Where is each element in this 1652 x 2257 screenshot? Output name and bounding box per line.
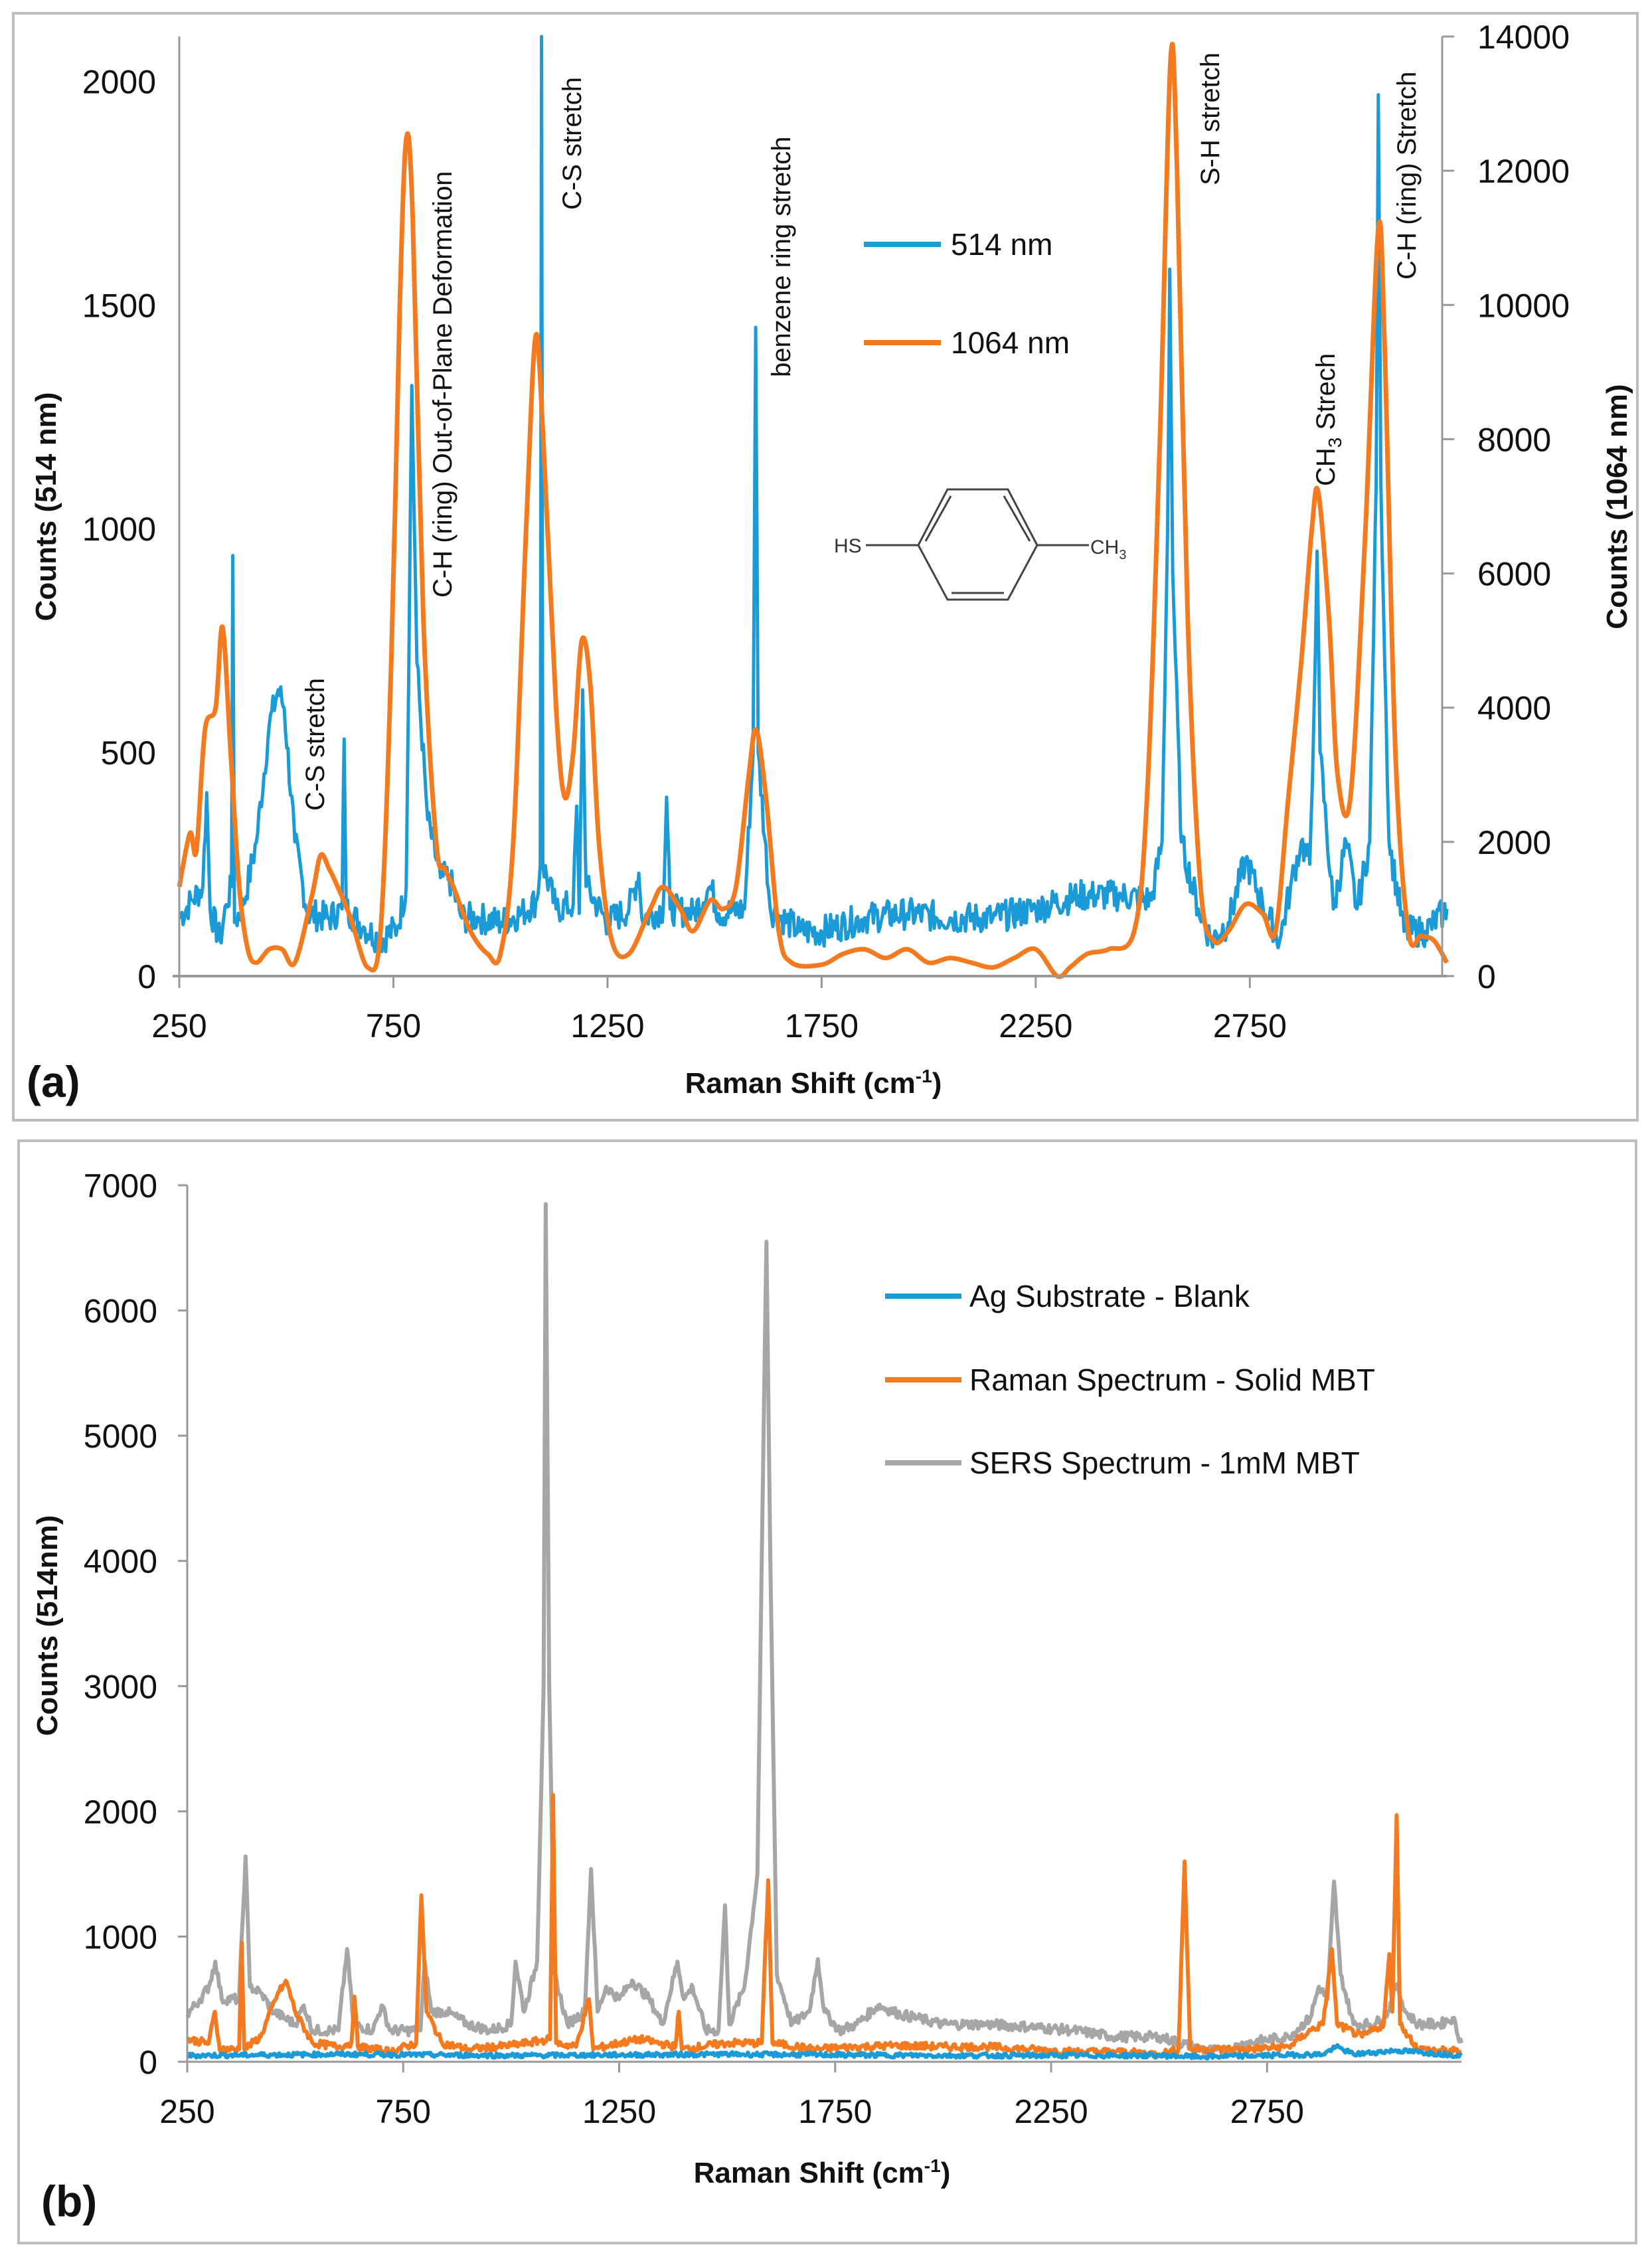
annotation-sh-stretch: S-H stretch	[1196, 52, 1225, 185]
panel-label-a: (a)	[27, 1057, 80, 1106]
molecule-structure: HS CH3	[834, 488, 1126, 601]
y-tick-label: 7000	[84, 1167, 157, 1205]
y-tick-label: 0	[139, 2044, 157, 2081]
y-tick-label-left: 0	[137, 958, 156, 995]
chart-b-series	[185, 1202, 1463, 2061]
series-line-ag-blank	[186, 2043, 1463, 2061]
molecule-ch3-group: CH3	[1090, 537, 1126, 562]
annotation-cs-stretch-1: C-S stretch	[301, 678, 330, 811]
annotation-benzene-ring-stretch: benzene ring stretch	[767, 137, 796, 377]
y-tick-label-left: 2000	[82, 63, 156, 100]
chart-a-axes	[173, 35, 1454, 988]
x-tick-label: 250	[159, 2093, 214, 2130]
y-tick-label-right: 12000	[1477, 153, 1570, 190]
x-tick-label: 750	[376, 2093, 431, 2130]
series-line-sers-mbt	[185, 1202, 1463, 2058]
chart-a-tick-labels: 250 750 1250 1750 2250 2750 0 500 1000 1500 2000 0 2…	[82, 19, 1570, 1045]
series-line-solid-mbt	[186, 1793, 1462, 2059]
x-tick-label: 2750	[1213, 1007, 1287, 1045]
ring-double-bond-2	[1003, 495, 1031, 542]
panel-label-b: (b)	[41, 2177, 97, 2226]
y-tick-label-right: 14000	[1477, 19, 1570, 56]
y-tick-label: 3000	[84, 1668, 157, 1705]
x-axis-label: Raman Shift (cm-1)	[685, 1066, 942, 1100]
annotation-ch3-stretch: CH3 Strech	[1311, 353, 1345, 486]
legend-a: 514 nm 1064 nm	[864, 227, 1070, 360]
legend-b: Ag Substrate - Blank Raman Spectrum - So…	[885, 1279, 1375, 1480]
x-tick-label: 250	[151, 1007, 206, 1045]
y-tick-label: 5000	[84, 1418, 157, 1455]
x-tick-label: 750	[366, 1007, 421, 1045]
y-tick-label: 6000	[84, 1293, 157, 1330]
panel-b-frame	[17, 1139, 1637, 2244]
x-tick-label: 2250	[999, 1007, 1072, 1045]
chart-b-tick-labels: 250 750 1250 1750 2250 2750 0 1000 2000 3000 4000 5…	[84, 1167, 1304, 2130]
y-axis-label-left: Counts (514 nm)	[30, 392, 62, 622]
y-tick-label-right: 4000	[1477, 690, 1551, 727]
annotation-ch-ring-stretch: C-H (ring) Stretch	[1392, 72, 1422, 280]
x-tick-label: 1250	[582, 2093, 656, 2130]
x-tick-label: 2250	[1014, 2093, 1088, 2130]
annotation-ch-ring-deformation: C-H (ring) Out-of-Plane Deformation	[428, 171, 457, 598]
chart-b-axes	[178, 1184, 1461, 2072]
y-tick-label: 4000	[84, 1543, 157, 1580]
y-tick-label-right: 8000	[1477, 421, 1551, 458]
series-line-514nm	[178, 35, 1449, 954]
legend-label-1064nm: 1064 nm	[951, 325, 1070, 360]
x-tick-label: 1750	[785, 1007, 859, 1045]
x-tick-label: 1750	[798, 2093, 872, 2130]
legend-label-solid-mbt: Raman Spectrum - Solid MBT	[969, 1363, 1375, 1397]
chart-b: 250 750 1250 1750 2250 2750 0 1000 2000 3000 4000 5…	[31, 1167, 1463, 2226]
legend-label-514nm: 514 nm	[951, 227, 1052, 262]
x-tick-label: 2750	[1230, 2093, 1304, 2130]
y-tick-label-right: 10000	[1477, 287, 1570, 324]
y-tick-label-left: 1000	[82, 511, 156, 548]
annotations: C-S stretch C-H (ring) Out-of-Plane Defo…	[301, 52, 1422, 811]
y-axis-label: Counts (514nm)	[31, 1515, 64, 1736]
annotation-cs-stretch-2: C-S stretch	[558, 77, 587, 210]
legend-label-sers-mbt: SERS Spectrum - 1mM MBT	[969, 1446, 1360, 1480]
legend-label-ag-blank: Ag Substrate - Blank	[969, 1279, 1250, 1313]
x-axis-label: Raman Shift (cm-1)	[694, 2155, 951, 2189]
series-line-1064nm	[177, 41, 1449, 979]
chart-a-series	[177, 35, 1449, 979]
chart-a: 250 750 1250 1750 2250 2750 0 500 1000 1500 2000 0 2…	[27, 19, 1633, 1106]
molecule-hs-group: HS	[834, 535, 862, 557]
y-tick-label-right: 0	[1477, 958, 1496, 995]
y-tick-label-left: 500	[101, 734, 156, 772]
x-tick-label: 1250	[570, 1007, 644, 1045]
y-axis-label-right: Counts (1064 nm)	[1601, 384, 1633, 629]
y-tick-label-right: 2000	[1477, 824, 1551, 861]
y-tick-label-left: 1500	[82, 287, 156, 324]
y-tick-label: 1000	[84, 1918, 157, 1956]
y-tick-label-right: 6000	[1477, 556, 1551, 593]
ring-double-bond-1	[924, 495, 952, 542]
y-tick-label: 2000	[84, 1794, 157, 1831]
